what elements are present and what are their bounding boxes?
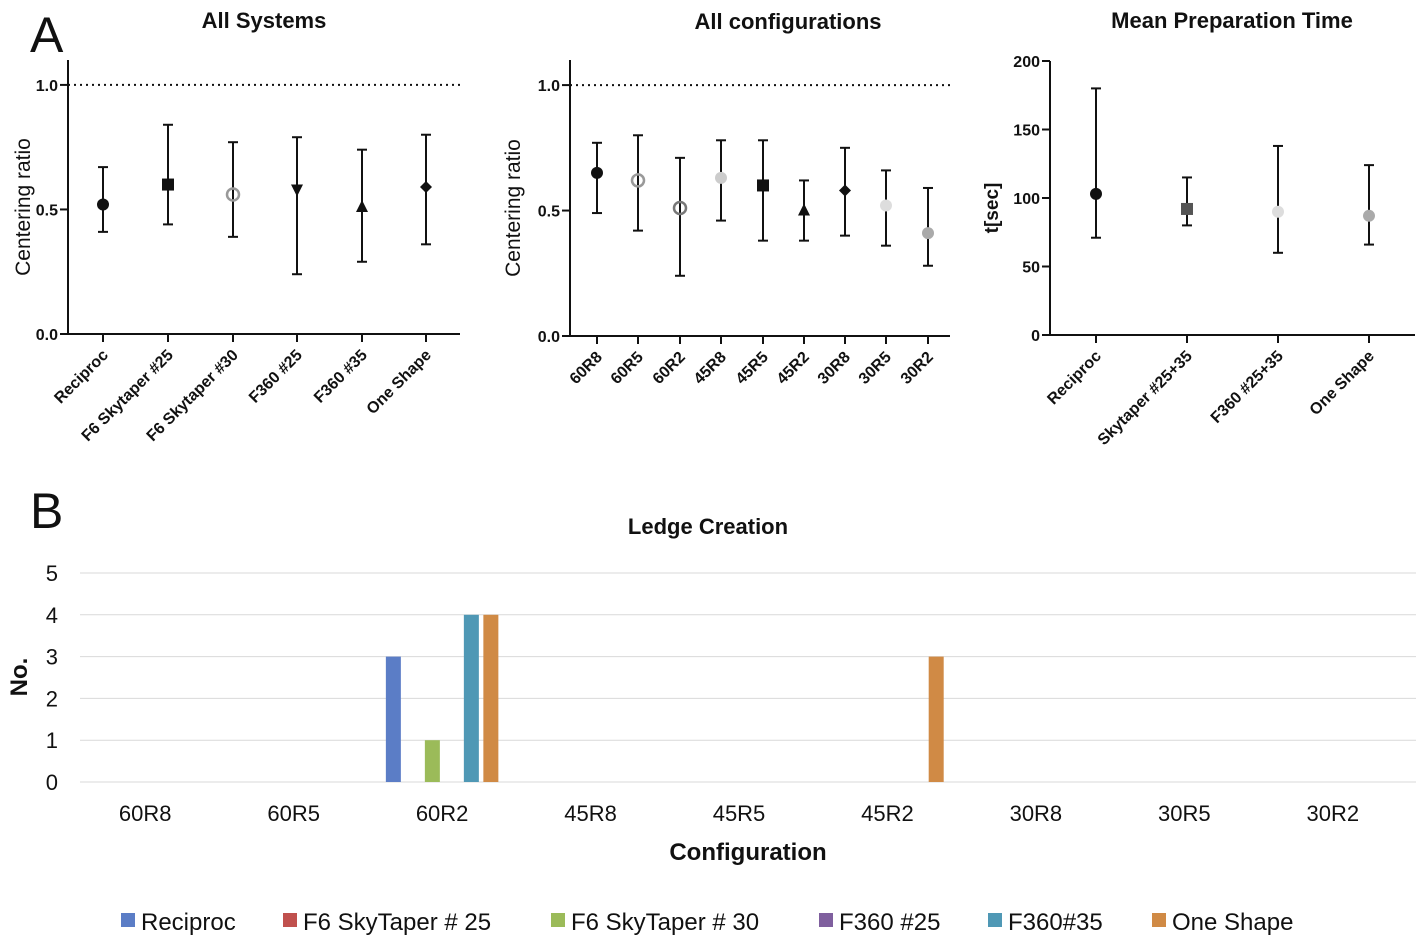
x-tick-label: 30R8 <box>1010 801 1063 826</box>
x-tick-label: Reciproc <box>1044 348 1105 409</box>
x-tick-label: 45R2 <box>774 349 813 388</box>
chart-title: Ledge Creation <box>628 514 788 539</box>
legend-label: F6 SkyTaper # 30 <box>571 909 759 936</box>
y-tick-label: 1 <box>46 728 58 753</box>
data-point <box>715 171 727 184</box>
legend-swatch <box>819 913 833 927</box>
x-axis-label: Configuration <box>669 839 826 866</box>
all-configurations-chart: All configurations Centering ratio 0.0 0.5 1… <box>502 9 950 388</box>
all-systems-chart: All Systems Centering ratio 0.0 0.5 1.0 Recip… <box>12 8 460 445</box>
legend-label: F360 #25 <box>839 909 940 936</box>
y-tick-label: 150 <box>1013 123 1040 140</box>
y-tick-label: 100 <box>1013 191 1040 208</box>
x-tick-label: Reciproc <box>51 347 112 408</box>
y-tick-label: 200 <box>1013 54 1040 71</box>
x-tick-label: 30R2 <box>898 349 937 388</box>
y-axis-label: Centering ratio <box>12 138 35 276</box>
legend-label: F360#35 <box>1008 909 1103 936</box>
panel-label-a: A <box>30 7 64 63</box>
y-tick-label: 0.5 <box>538 204 560 221</box>
x-tick-label: 45R8 <box>691 349 730 388</box>
legend-label: Reciproc <box>141 909 236 936</box>
data-point <box>1090 187 1102 200</box>
y-tick-label: 0.0 <box>36 327 58 344</box>
data-point <box>591 166 603 179</box>
data-point <box>798 203 810 216</box>
bar <box>928 656 944 782</box>
legend-label: One Shape <box>1172 909 1293 936</box>
x-tick-label: F360 #25 <box>246 347 306 407</box>
x-tick-label: 60R5 <box>608 349 647 388</box>
y-axis-label: Centering ratio <box>502 139 525 277</box>
y-tick-label: 0.5 <box>36 202 58 219</box>
x-tick-label: One Shape <box>364 347 435 418</box>
data-point <box>162 178 174 191</box>
chart-title: Mean Preparation Time <box>1111 8 1353 33</box>
legend-swatch <box>1152 913 1166 927</box>
x-tick-label: 30R2 <box>1306 801 1359 826</box>
bar <box>483 614 499 782</box>
y-tick-label: 50 <box>1022 260 1040 277</box>
x-tick-label: One Shape <box>1307 348 1378 419</box>
y-axis-label: t[sec] <box>982 183 1003 234</box>
data-point <box>757 179 769 192</box>
y-tick-label: 2 <box>46 686 58 711</box>
x-tick-label: 30R5 <box>1158 801 1211 826</box>
chart-title: All configurations <box>695 9 882 34</box>
chart-title: All Systems <box>202 8 327 33</box>
x-tick-label: 30R5 <box>856 349 895 388</box>
y-tick-label: 1.0 <box>538 78 560 95</box>
ledge-creation-chart: Ledge Creation 0 1 2 3 4 5 No. 60R8 60R5 60R2 45R8 4… <box>6 514 1416 936</box>
data-point <box>1272 205 1284 218</box>
x-tick-label: F360 #35 <box>311 347 371 407</box>
data-point <box>291 184 303 197</box>
panel-label-b: B <box>30 483 63 539</box>
x-tick-label: 45R8 <box>564 801 617 826</box>
x-tick-label: 60R2 <box>650 349 689 388</box>
mean-preparation-time-chart: Mean Preparation Time t[sec] 0 50 100 150 200 R… <box>982 8 1415 449</box>
legend-label: F6 SkyTaper # 25 <box>303 909 491 936</box>
data-point <box>420 181 432 194</box>
legend-swatch <box>988 913 1002 927</box>
data-point <box>97 198 109 211</box>
data-point <box>839 184 851 197</box>
y-tick-label: 0 <box>46 770 58 795</box>
y-tick-label: 1.0 <box>36 78 58 95</box>
bar <box>385 656 401 782</box>
legend-swatch <box>283 913 297 927</box>
y-tick-label: 4 <box>46 603 58 628</box>
x-tick-label: 60R5 <box>267 801 320 826</box>
data-point <box>1363 209 1375 222</box>
legend-swatch <box>551 913 565 927</box>
data-point <box>880 199 892 212</box>
y-tick-label: 0 <box>1031 328 1040 345</box>
x-tick-label: Skytaper #25+35 <box>1095 348 1196 449</box>
data-point <box>630 173 646 188</box>
legend-swatch <box>121 913 135 927</box>
x-tick-label: 45R2 <box>861 801 914 826</box>
x-tick-label: 60R2 <box>416 801 469 826</box>
y-axis-label: No. <box>6 658 33 697</box>
bar <box>424 740 440 782</box>
data-point <box>922 227 934 240</box>
data-point <box>225 187 241 202</box>
data-point <box>672 200 688 216</box>
x-tick-label: 30R8 <box>815 349 854 388</box>
x-tick-label: 45R5 <box>713 801 766 826</box>
data-point <box>1181 202 1193 215</box>
x-tick-label: 45R5 <box>733 349 772 388</box>
data-point <box>356 199 368 212</box>
y-tick-label: 5 <box>46 561 58 586</box>
bar <box>463 614 479 782</box>
y-tick-label: 3 <box>46 645 58 670</box>
y-tick-label: 0.0 <box>538 329 560 346</box>
x-tick-label: 60R8 <box>119 801 172 826</box>
x-tick-label: F360 #25+35 <box>1208 348 1287 427</box>
x-tick-label: 60R8 <box>567 349 606 388</box>
